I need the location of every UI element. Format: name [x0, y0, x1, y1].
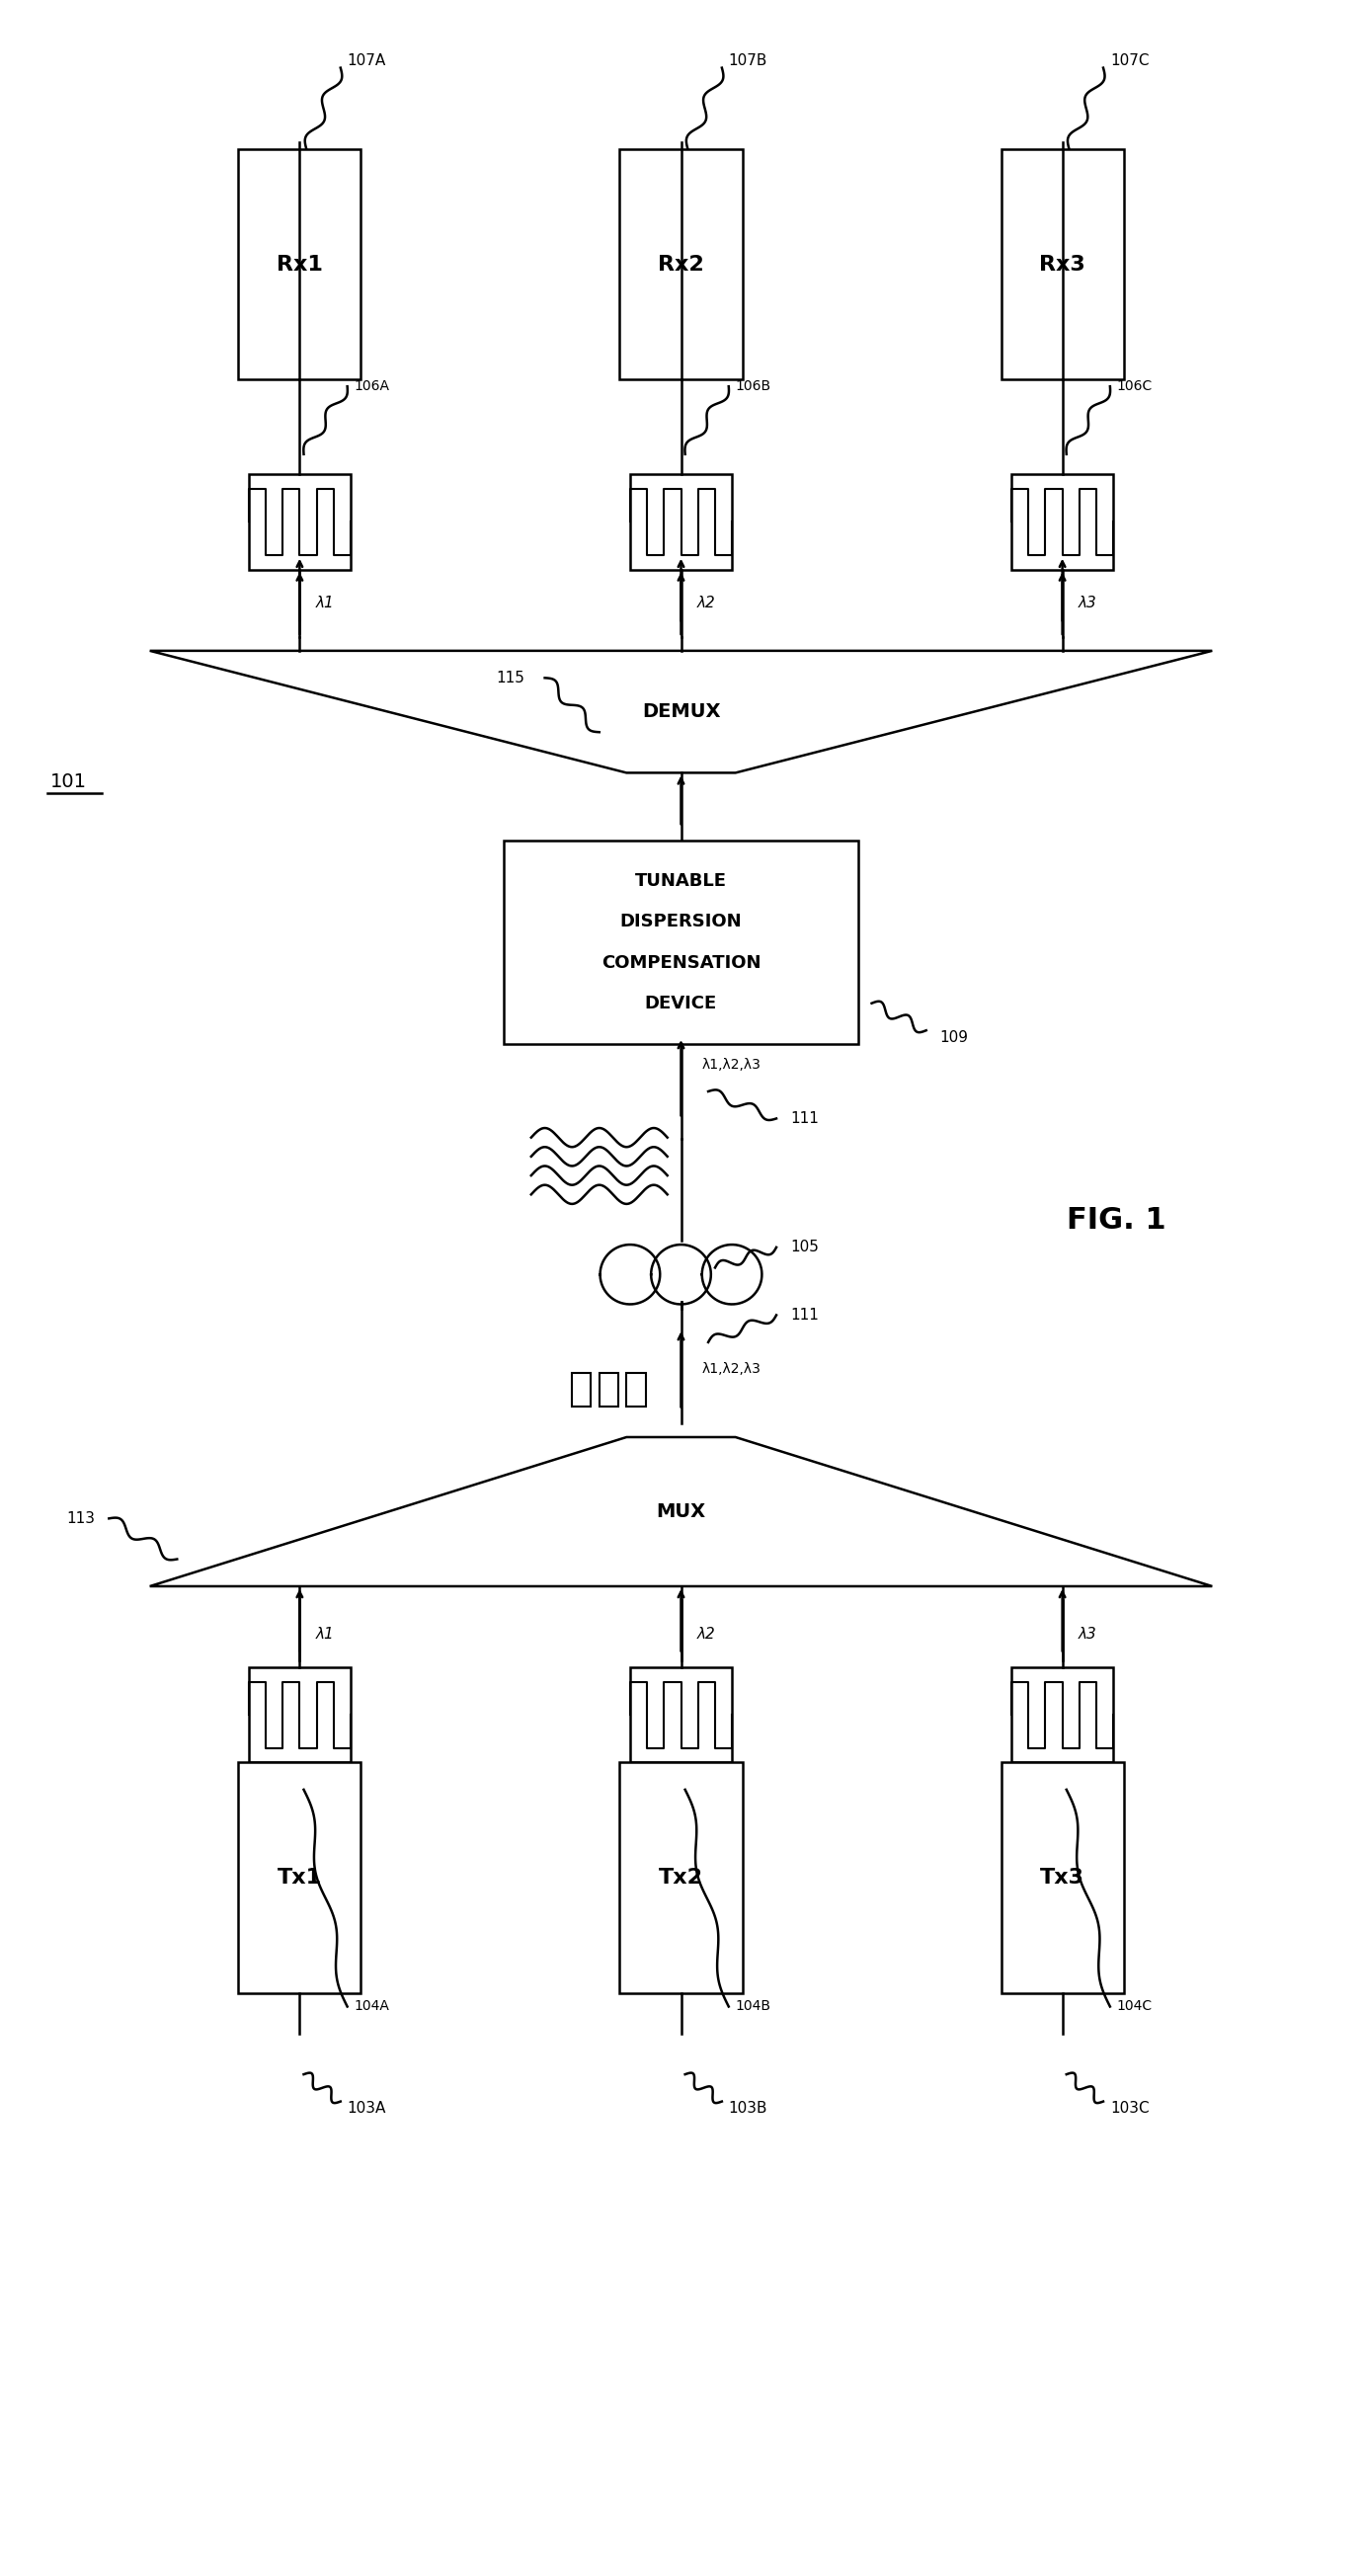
Text: Tx3: Tx3: [1041, 1868, 1084, 1888]
Bar: [1011, 1667, 1114, 1762]
Text: λ3: λ3: [1079, 595, 1098, 611]
Bar: [238, 1762, 361, 1994]
Bar: [504, 840, 858, 1043]
Text: MUX: MUX: [656, 1502, 706, 1520]
Text: TUNABLE: TUNABLE: [635, 873, 727, 891]
Text: Tx1: Tx1: [278, 1868, 321, 1888]
Bar: [599, 1373, 618, 1406]
Text: 104C: 104C: [1117, 1999, 1152, 2014]
Text: 115: 115: [496, 670, 524, 685]
Bar: [1011, 474, 1114, 569]
Bar: [629, 474, 733, 569]
Text: λ3: λ3: [1079, 1625, 1098, 1641]
Text: 106C: 106C: [1117, 379, 1152, 394]
Text: 113: 113: [67, 1512, 95, 1525]
Text: 107A: 107A: [347, 54, 385, 70]
Text: λ1,λ2,λ3: λ1,λ2,λ3: [701, 1056, 760, 1072]
Text: λ1: λ1: [316, 1625, 335, 1641]
Bar: [620, 149, 742, 379]
Bar: [627, 1373, 646, 1406]
Bar: [249, 1667, 351, 1762]
Bar: [572, 1373, 591, 1406]
Bar: [629, 1667, 733, 1762]
Text: 103B: 103B: [729, 2102, 768, 2115]
Text: 107B: 107B: [729, 54, 768, 70]
Text: 106A: 106A: [354, 379, 390, 394]
Text: λ1,λ2,λ3: λ1,λ2,λ3: [701, 1363, 760, 1376]
Text: DISPERSION: DISPERSION: [620, 912, 742, 930]
Text: 104B: 104B: [735, 1999, 771, 2014]
Bar: [238, 149, 361, 379]
Text: λ1: λ1: [316, 595, 335, 611]
Text: DEMUX: DEMUX: [642, 703, 720, 721]
Text: 109: 109: [940, 1030, 968, 1046]
Text: Rx1: Rx1: [276, 255, 323, 273]
Text: Rx3: Rx3: [1039, 255, 1086, 273]
Text: λ2: λ2: [697, 595, 716, 611]
Text: 101: 101: [50, 773, 86, 791]
Bar: [249, 474, 351, 569]
Text: Rx2: Rx2: [658, 255, 704, 273]
Text: 106B: 106B: [735, 379, 771, 394]
Text: 111: 111: [790, 1110, 819, 1126]
Text: COMPENSATION: COMPENSATION: [601, 953, 761, 971]
Bar: [620, 1762, 742, 1994]
Text: FIG. 1: FIG. 1: [1068, 1206, 1166, 1234]
Bar: [1001, 1762, 1124, 1994]
Text: 111: 111: [790, 1309, 819, 1321]
Text: 103C: 103C: [1110, 2102, 1150, 2115]
Text: Tx2: Tx2: [659, 1868, 703, 1888]
Bar: [1001, 149, 1124, 379]
Text: DEVICE: DEVICE: [644, 994, 718, 1012]
Text: λ2: λ2: [697, 1625, 716, 1641]
Text: 107C: 107C: [1110, 54, 1150, 70]
Text: 103A: 103A: [347, 2102, 387, 2115]
Text: 104A: 104A: [354, 1999, 390, 2014]
Text: 105: 105: [790, 1239, 819, 1255]
